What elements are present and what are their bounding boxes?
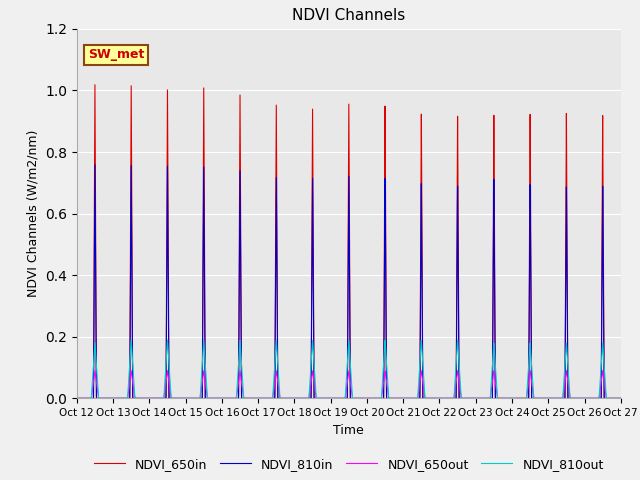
NDVI_650out [424, 396, 431, 401]
NDVI_810out [127, 337, 135, 343]
NDVI_650in [424, 396, 431, 401]
NDVI_810in [424, 396, 431, 401]
NDVI_810out [276, 396, 284, 401]
NDVI_810out [617, 396, 625, 401]
X-axis label: Time: Time [333, 424, 364, 437]
NDVI_650out [73, 396, 81, 401]
Y-axis label: NDVI Channels (W/m2/nm): NDVI Channels (W/m2/nm) [26, 130, 40, 297]
NDVI_810in [276, 396, 284, 401]
NDVI_810in [91, 162, 99, 168]
NDVI_650in [189, 396, 197, 401]
NDVI_650out [501, 396, 509, 401]
Text: SW_met: SW_met [88, 48, 144, 61]
NDVI_650in [184, 396, 191, 401]
Line: NDVI_810out: NDVI_810out [77, 340, 621, 398]
NDVI_810out [184, 396, 191, 401]
Line: NDVI_650in: NDVI_650in [77, 85, 621, 398]
NDVI_650out [184, 396, 191, 401]
NDVI_650in [276, 396, 284, 401]
NDVI_810out [73, 396, 81, 401]
NDVI_810out [501, 396, 509, 401]
NDVI_810out [424, 396, 431, 401]
NDVI_650out [599, 368, 607, 373]
Title: NDVI Channels: NDVI Channels [292, 9, 405, 24]
NDVI_810in [615, 396, 623, 401]
NDVI_810in [184, 396, 191, 401]
NDVI_650out [276, 396, 284, 401]
NDVI_650in [91, 82, 99, 88]
NDVI_650in [617, 396, 625, 401]
Line: NDVI_650out: NDVI_650out [77, 371, 621, 398]
NDVI_810out [615, 396, 623, 401]
Legend: NDVI_650in, NDVI_810in, NDVI_650out, NDVI_810out: NDVI_650in, NDVI_810in, NDVI_650out, NDV… [89, 453, 609, 476]
NDVI_650out [615, 396, 623, 401]
NDVI_650out [189, 396, 197, 401]
NDVI_810in [189, 396, 197, 401]
NDVI_810in [501, 396, 509, 401]
NDVI_810out [189, 396, 197, 401]
NDVI_650out [617, 396, 625, 401]
NDVI_810in [73, 396, 81, 401]
NDVI_650in [501, 396, 509, 401]
NDVI_810in [617, 396, 625, 401]
Line: NDVI_810in: NDVI_810in [77, 165, 621, 398]
NDVI_650in [73, 396, 81, 401]
NDVI_650in [615, 396, 623, 401]
